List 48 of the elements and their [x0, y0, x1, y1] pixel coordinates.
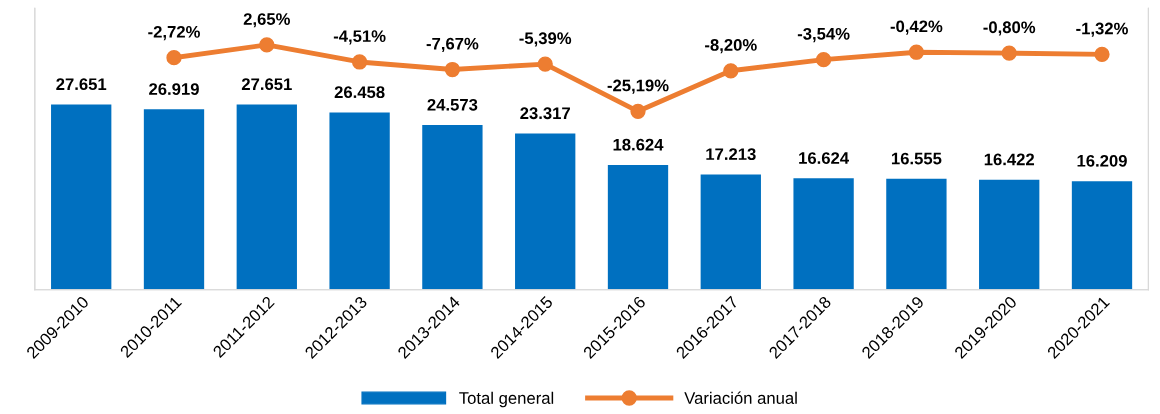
- point: [723, 63, 739, 79]
- data-label: -5,39%: [519, 32, 572, 47]
- data-label: 23.317: [520, 107, 570, 120]
- data-label: -0,80%: [983, 21, 1036, 36]
- data-label: 16.555: [891, 152, 942, 165]
- data-label: 18.624: [613, 138, 664, 151]
- data-label: 26.458: [334, 86, 385, 99]
- data-label: -25,19%: [607, 79, 669, 94]
- data-label: 24.573: [427, 98, 478, 111]
- bar: [607, 164, 669, 290]
- data-label: 27.651: [241, 78, 292, 91]
- point: [444, 61, 461, 78]
- bar: [1071, 181, 1133, 290]
- point: [815, 52, 832, 68]
- bar: [700, 174, 761, 290]
- data-label: -3,54%: [797, 27, 850, 43]
- bar: [515, 133, 576, 290]
- data-label: 2,65%: [243, 13, 290, 28]
- data-label: 16.422: [984, 153, 1035, 166]
- bar: [51, 104, 112, 290]
- bar: [886, 178, 947, 290]
- bar: [329, 112, 390, 290]
- data-label: -2,72%: [148, 25, 200, 41]
- data-label: -1,32%: [1076, 22, 1128, 37]
- bar: [143, 109, 205, 290]
- legend-label: Total general: [459, 391, 554, 408]
- data-label: 17.213: [706, 148, 756, 161]
- data-label: -7,67%: [426, 37, 479, 52]
- point: [908, 44, 925, 60]
- point: [1094, 46, 1110, 63]
- point: [166, 50, 182, 66]
- point: [630, 103, 646, 119]
- bar: [979, 179, 1040, 290]
- bar: [793, 178, 854, 290]
- data-label: 16.624: [799, 152, 849, 164]
- data-label: -4,51%: [333, 30, 386, 45]
- data-label: 26.919: [149, 83, 199, 95]
- point: [351, 54, 368, 70]
- data-label: 16.209: [1077, 154, 1127, 167]
- point: [537, 56, 553, 72]
- point: [1001, 45, 1017, 61]
- data-label: -8,20%: [705, 39, 757, 54]
- legend-label: Variación anual: [684, 391, 797, 404]
- data-label: 27.651: [56, 78, 107, 91]
- bar: [236, 104, 297, 290]
- data-label: -0,42%: [890, 20, 943, 35]
- point: [259, 37, 275, 53]
- bar: [422, 125, 483, 290]
